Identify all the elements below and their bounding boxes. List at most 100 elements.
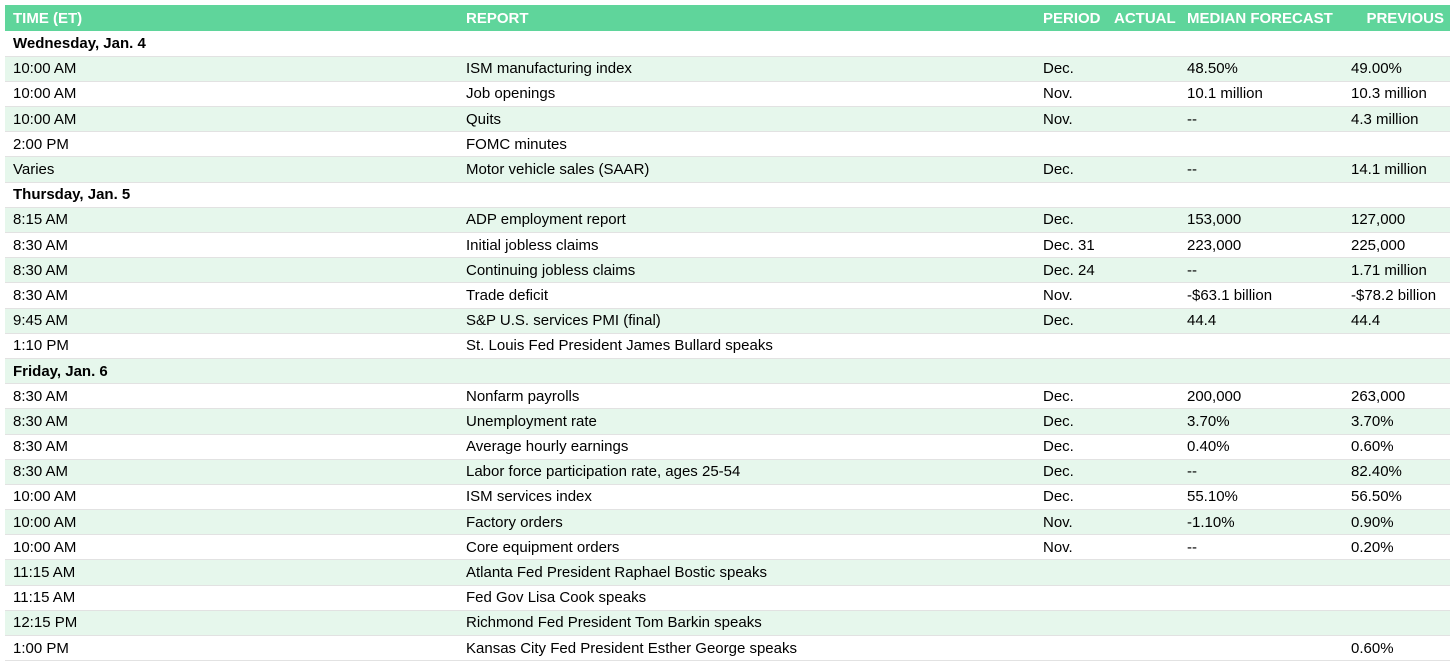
- cell-forecast: 200,000: [1179, 383, 1343, 410]
- cell-report: Quits: [458, 106, 1035, 133]
- cell-period: Dec.: [1035, 56, 1106, 82]
- cell-actual: [1106, 383, 1179, 410]
- cell-time: 10:00 AM: [5, 56, 458, 82]
- cell-time: 10:00 AM: [5, 509, 458, 536]
- table-row: 10:00 AM Factory orders Nov. -1.10% 0.90%: [5, 509, 1450, 536]
- cell-report: ISM manufacturing index: [458, 56, 1035, 82]
- cell-time: 8:30 AM: [5, 232, 458, 259]
- cell-period: Dec.: [1035, 308, 1106, 334]
- cell-forecast: [1179, 131, 1343, 158]
- cell-previous: 10.3 million: [1343, 81, 1450, 108]
- cell-period: [1035, 635, 1106, 662]
- cell-period: [1035, 559, 1106, 586]
- cell-period: [1035, 585, 1106, 611]
- cell-previous: 56.50%: [1343, 484, 1450, 511]
- cell-actual: [1106, 635, 1179, 662]
- cell-report: Continuing jobless claims: [458, 257, 1035, 284]
- cell-previous: [1343, 559, 1450, 586]
- cell-report: Motor vehicle sales (SAAR): [458, 156, 1035, 183]
- cell-report: Average hourly earnings: [458, 434, 1035, 460]
- cell-forecast: 44.4: [1179, 308, 1343, 334]
- cell-actual: [1106, 131, 1179, 158]
- table-row: 9:45 AM S&P U.S. services PMI (final) Dec.…: [5, 308, 1450, 334]
- cell-time: 10:00 AM: [5, 81, 458, 108]
- cell-forecast: 55.10%: [1179, 484, 1343, 511]
- cell-previous: [1343, 131, 1450, 158]
- cell-previous: 44.4: [1343, 308, 1450, 334]
- table-row: 12:15 PM Richmond Fed President Tom Barki…: [5, 610, 1450, 637]
- cell-actual: [1106, 408, 1179, 435]
- table-row: 10:00 AM Quits Nov. -- 4.3 million: [5, 106, 1450, 133]
- header-time: TIME (ET): [5, 5, 458, 31]
- table-row: 11:15 AM Fed Gov Lisa Cook speaks: [5, 585, 1450, 611]
- cell-time: 8:30 AM: [5, 434, 458, 460]
- header-median-forecast: MEDIAN FORECAST: [1179, 5, 1343, 31]
- day-header-row: Thursday, Jan. 5: [5, 182, 1450, 208]
- cell-actual: [1106, 509, 1179, 536]
- header-actual: ACTUAL: [1106, 5, 1179, 31]
- cell-time: 11:15 AM: [5, 559, 458, 586]
- cell-period: Dec. 31: [1035, 232, 1106, 259]
- cell-report: Trade deficit: [458, 282, 1035, 309]
- cell-actual: [1106, 257, 1179, 284]
- cell-actual: [1106, 232, 1179, 259]
- table-row: 8:30 AM Average hourly earnings Dec. 0.40% 0…: [5, 434, 1450, 460]
- cell-period: [1035, 131, 1106, 158]
- cell-forecast: [1179, 559, 1343, 586]
- cell-forecast: --: [1179, 106, 1343, 133]
- cell-forecast: [1179, 585, 1343, 611]
- table-row: 10:00 AM ISM services index Dec. 55.10% 56.5…: [5, 484, 1450, 511]
- cell-report: Atlanta Fed President Raphael Bostic spe…: [458, 559, 1035, 586]
- header-row: TIME (ET) REPORT PERIOD ACTUAL MEDIAN FO…: [5, 5, 1450, 31]
- cell-time: 10:00 AM: [5, 106, 458, 133]
- cell-period: Nov.: [1035, 509, 1106, 536]
- cell-forecast: --: [1179, 459, 1343, 485]
- cell-period: Dec.: [1035, 434, 1106, 460]
- cell-previous: 0.60%: [1343, 635, 1450, 662]
- cell-previous: [1343, 585, 1450, 611]
- cell-period: Nov.: [1035, 534, 1106, 561]
- cell-forecast: 223,000: [1179, 232, 1343, 259]
- cell-time: 8:30 AM: [5, 383, 458, 410]
- table-row: Varies Motor vehicle sales (SAAR) Dec. -- 14…: [5, 156, 1450, 183]
- cell-time: 8:30 AM: [5, 257, 458, 284]
- cell-actual: [1106, 282, 1179, 309]
- day-label: Thursday, Jan. 5: [5, 182, 458, 208]
- header-previous: PREVIOUS: [1343, 5, 1450, 31]
- cell-time: 8:15 AM: [5, 207, 458, 234]
- table-row: 8:30 AM Unemployment rate Dec. 3.70% 3.70%: [5, 408, 1450, 435]
- table-row: 11:15 AM Atlanta Fed President Raphael Bo…: [5, 559, 1450, 586]
- cell-previous: 225,000: [1343, 232, 1450, 259]
- cell-report: ISM services index: [458, 484, 1035, 511]
- table-body: Wednesday, Jan. 4 10:00 AM ISM manufacturi…: [5, 31, 1450, 662]
- day-label: Friday, Jan. 6: [5, 358, 458, 385]
- cell-report: Unemployment rate: [458, 408, 1035, 435]
- cell-time: 1:10 PM: [5, 333, 458, 359]
- cell-forecast: --: [1179, 156, 1343, 183]
- cell-actual: [1106, 434, 1179, 460]
- cell-actual: [1106, 207, 1179, 234]
- cell-report: Nonfarm payrolls: [458, 383, 1035, 410]
- cell-previous: 14.1 million: [1343, 156, 1450, 183]
- table-row: 1:10 PM St. Louis Fed President James Bul…: [5, 333, 1450, 359]
- cell-report: Labor force participation rate, ages 25-…: [458, 459, 1035, 485]
- cell-previous: 127,000: [1343, 207, 1450, 234]
- cell-time: 10:00 AM: [5, 534, 458, 561]
- cell-report: St. Louis Fed President James Bullard sp…: [458, 333, 1035, 359]
- table-row: 8:30 AM Initial jobless claims Dec. 31 223,…: [5, 232, 1450, 259]
- day-header-row: Wednesday, Jan. 4: [5, 31, 1450, 57]
- cell-period: Nov.: [1035, 106, 1106, 133]
- cell-actual: [1106, 81, 1179, 108]
- header-report: REPORT: [458, 5, 1035, 31]
- cell-time: 1:00 PM: [5, 635, 458, 662]
- table-row: 10:00 AM ISM manufacturing index Dec. 48.50…: [5, 56, 1450, 82]
- cell-report: Richmond Fed President Tom Barkin speaks: [458, 610, 1035, 637]
- cell-time: 10:00 AM: [5, 484, 458, 511]
- cell-time: 12:15 PM: [5, 610, 458, 637]
- cell-report: Core equipment orders: [458, 534, 1035, 561]
- cell-forecast: -$63.1 billion: [1179, 282, 1343, 309]
- cell-actual: [1106, 106, 1179, 133]
- cell-report: Factory orders: [458, 509, 1035, 536]
- cell-actual: [1106, 585, 1179, 611]
- cell-actual: [1106, 308, 1179, 334]
